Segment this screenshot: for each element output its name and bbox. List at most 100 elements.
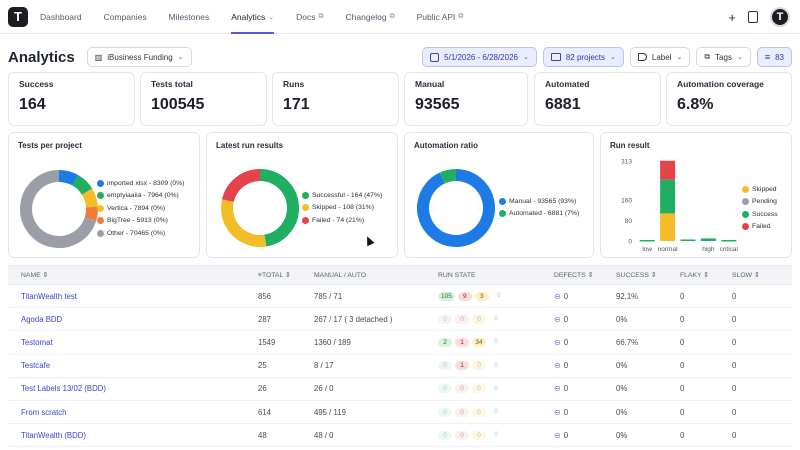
nav-analytics[interactable]: Analytics ⌄: [231, 0, 274, 34]
donut-slice-failed[interactable]: [222, 169, 261, 203]
run-state-pill: 0: [438, 407, 452, 417]
legend-item: Manual - 93565 (93%): [499, 195, 579, 208]
projects-select[interactable]: 82 projects ⌄: [542, 47, 624, 67]
legend-dot: [499, 210, 506, 218]
nav-companies[interactable]: Companies: [104, 0, 147, 34]
success-cell: 0%: [616, 430, 628, 440]
bar-success[interactable]: [639, 239, 655, 242]
stat-value: 164: [19, 96, 46, 113]
donut-slice-skipped[interactable]: [221, 199, 267, 247]
donut-slice-emptyiaaiia[interactable]: [72, 175, 93, 196]
chevron-down-icon: ⌄: [610, 54, 616, 61]
link-icon[interactable]: ⊖: [554, 291, 561, 301]
date-range-picker[interactable]: 5/1/2026 - 6/28/2026 ⌄: [422, 47, 537, 67]
stat-value: 6881: [545, 96, 581, 113]
donut-slice-vertica[interactable]: [81, 188, 98, 208]
column-header-slow[interactable]: SLOW ⇕: [732, 272, 760, 279]
column-header-total[interactable]: ≡TOTAL ⇕: [258, 272, 291, 279]
filter-button[interactable]: ≡ 83: [756, 47, 792, 67]
total-cell: 856: [258, 291, 272, 301]
donut-slice-other[interactable]: [20, 170, 97, 248]
total-cell: 614: [258, 407, 272, 417]
project-name-link[interactable]: TitanWealth (BDD): [21, 430, 86, 440]
chevron-down-icon: ⌄: [522, 54, 529, 61]
column-header-flaky[interactable]: FLAKY ⇕: [680, 272, 709, 279]
bar-success[interactable]: [721, 239, 737, 242]
avatar[interactable]: T: [770, 7, 790, 27]
run-state-pill: 0: [472, 384, 486, 394]
nav-docs[interactable]: Docs ⧉: [296, 0, 323, 34]
nav-changelog[interactable]: Changelog ⧉: [346, 0, 395, 34]
table-row[interactable]: Testomat 1549 1360 / 189 2 1 34 0 ⊖ 0 66.7% 0 0: [8, 331, 792, 355]
nav-public-api[interactable]: Public API ⧉: [417, 0, 464, 34]
bar-skipped[interactable]: [660, 213, 676, 241]
defects-count: 0: [563, 291, 569, 301]
stat-label: Tests total: [151, 79, 193, 89]
manual-auto-cell: 785 / 71: [314, 291, 343, 301]
link-icon[interactable]: ⊖: [554, 337, 561, 347]
total-cell: 26: [258, 384, 267, 394]
table-header: NAME ⇕ ≡TOTAL ⇕ MANUAL / AUTO RUN STATE …: [8, 265, 792, 285]
donut-slice-manual[interactable]: [417, 169, 495, 247]
donut-slice-successful[interactable]: [259, 169, 299, 247]
donut-slice-automated[interactable]: [439, 169, 457, 184]
table-row[interactable]: From scratch 614 495 / 119 0 0 0 0 ⊖ 0 0% 0 0: [8, 401, 792, 425]
defects-cell: ⊖ 0: [554, 315, 616, 324]
legend-item: Failed - 74 (21%): [302, 214, 382, 227]
plus-icon[interactable]: +: [728, 9, 736, 25]
link-icon[interactable]: ⊖: [554, 430, 561, 440]
x-tick-label: critical: [720, 246, 739, 253]
column-header-success[interactable]: SUCCESS ⇕: [616, 272, 657, 279]
slow-cell: 0: [732, 430, 737, 440]
document-icon[interactable]: [748, 11, 758, 23]
tags-filter[interactable]: ⧉ Tags ⌄: [696, 47, 751, 67]
legend-item: Success: [742, 208, 778, 221]
legend-dot: [302, 191, 309, 199]
x-tick-label: high: [702, 246, 715, 253]
top-navbar: T Dashboard Companies Milestones Analyti…: [0, 0, 800, 34]
table-row[interactable]: Test Labels 13/02 (BDD) 26 26 / 0 0 0 0 0 ⊖ 0 0% 0…: [8, 378, 792, 401]
project-name-link[interactable]: Testomat: [21, 337, 53, 347]
column-header-defects[interactable]: DEFECTS ⇕: [554, 272, 594, 279]
table-row[interactable]: Testcafe 25 8 / 17 0 1 0 0 ⊖ 0 0% 0 0: [8, 355, 792, 378]
donut-slice-imported-xlsx[interactable]: [58, 170, 79, 186]
legend-item: Other - 70465 (0%): [97, 227, 184, 240]
run-state-pill: 0: [494, 339, 498, 346]
stat-success: Success 164: [8, 72, 135, 126]
donut-slice-bigtree[interactable]: [84, 206, 98, 221]
link-icon[interactable]: ⊖: [554, 384, 561, 394]
table-row[interactable]: TitanWealth test 856 785 / 71 105 9 3 0 ⊖ 0 92.1%…: [8, 285, 792, 309]
slow-cell: 0: [732, 314, 737, 324]
project-name-link[interactable]: Testcafe: [21, 361, 51, 371]
bar-success[interactable]: [660, 179, 676, 214]
nav-milestones[interactable]: Milestones: [169, 0, 210, 34]
project-name-link[interactable]: Agoda BDD: [21, 314, 63, 324]
stats-row: Success 164 Tests total 100545 Runs 171 …: [8, 72, 792, 126]
project-name-link[interactable]: From scratch: [21, 407, 67, 417]
link-icon[interactable]: ⊖: [554, 314, 561, 324]
project-name-link[interactable]: Test Labels 13/02 (BDD): [21, 384, 106, 394]
chart-title: Tests per project: [18, 141, 82, 150]
company-select[interactable]: ▥ iBusiness Funding ⌄: [86, 47, 192, 67]
nav-dashboard-label: Dashboard: [40, 11, 82, 22]
app-logo[interactable]: T: [8, 6, 28, 27]
nav-public-api-label: Public API: [416, 11, 456, 22]
y-tick-label: 0: [628, 239, 632, 246]
legend-item: Failed: [742, 221, 778, 234]
label-filter[interactable]: Label ⌄: [629, 47, 691, 67]
flaky-cell: 0: [680, 384, 685, 394]
link-icon[interactable]: ⊖: [554, 361, 561, 371]
slow-cell: 0: [732, 337, 737, 347]
bar-success[interactable]: [700, 238, 716, 241]
chart-legend: Successful - 164 (47%) Skipped - 108 (31…: [302, 189, 382, 227]
bar-failed[interactable]: [660, 160, 676, 180]
nav-dashboard[interactable]: Dashboard: [40, 0, 82, 34]
column-header-name[interactable]: NAME ⇕: [21, 272, 49, 279]
legend-label: Manual - 93565 (93%): [509, 197, 577, 205]
bar-success[interactable]: [680, 239, 696, 241]
project-name-link[interactable]: TitanWealth test: [21, 291, 77, 301]
link-icon[interactable]: ⊖: [554, 407, 561, 417]
run-state-pill: 0: [472, 314, 486, 324]
table-row[interactable]: TitanWealth (BDD) 48 48 / 0 0 0 0 0 ⊖ 0 0% 0 0: [8, 424, 792, 448]
table-row[interactable]: Agoda BDD 287 267 / 17 ( 3 detached ) 0 0 0 0 ⊖…: [8, 308, 792, 332]
